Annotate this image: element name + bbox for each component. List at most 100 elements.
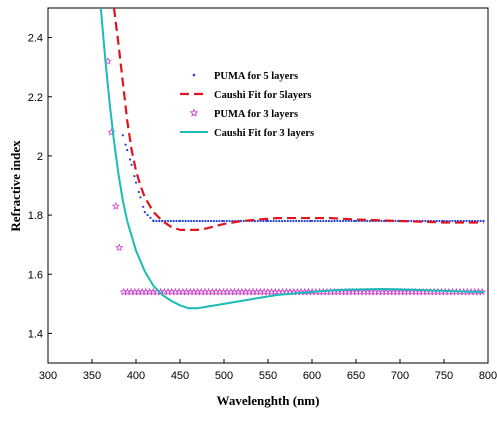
data-point — [368, 219, 372, 223]
data-point — [269, 219, 272, 223]
data-point — [275, 219, 278, 223]
data-point — [410, 219, 413, 223]
data-point — [126, 148, 129, 152]
data-point — [166, 219, 170, 223]
data-point — [309, 219, 312, 223]
data-point — [421, 219, 424, 223]
plot-frame — [47, 7, 489, 364]
data-point — [397, 219, 400, 223]
y-tick-label: 1.4 — [28, 328, 43, 340]
data-point — [181, 219, 184, 223]
data-point — [283, 219, 286, 223]
data-point — [292, 219, 295, 223]
data-point — [161, 219, 164, 223]
data-point — [137, 190, 140, 194]
legend-label: PUMA for 5 layers — [214, 71, 298, 82]
data-point — [128, 158, 132, 161]
data-point — [366, 219, 369, 223]
data-point — [330, 219, 333, 223]
data-point — [222, 219, 226, 223]
data-point — [435, 219, 438, 223]
legend-swatch — [189, 108, 199, 117]
y-tick-label: 2.2 — [28, 92, 43, 104]
x-tick-label: 550 — [259, 370, 277, 382]
data-point — [142, 205, 145, 208]
data-point — [316, 219, 319, 223]
x-tick-label: 700 — [391, 370, 409, 382]
y-tick-label: 2.4 — [28, 33, 43, 45]
data-point — [394, 219, 397, 223]
series-line — [99, 8, 484, 310]
data-point — [146, 213, 149, 217]
data-point — [212, 219, 215, 223]
series-1 — [112, 8, 484, 231]
y-tick-label: 1.8 — [28, 210, 43, 222]
data-point — [134, 181, 138, 184]
x-tick-label: 400 — [127, 370, 145, 382]
data-point — [152, 219, 155, 223]
data-point — [344, 219, 347, 223]
x-axis-ticks: 300 350 400 450 500 550 600 650 700 750 800 — [39, 359, 497, 382]
data-point — [324, 219, 328, 223]
data-point — [424, 219, 427, 223]
data-point — [280, 219, 284, 223]
x-tick-label: 600 — [303, 370, 321, 382]
data-point — [336, 219, 339, 223]
data-point — [322, 219, 325, 223]
legend: PUMA for 5 layers Caushi Fit for 5layers P… — [180, 71, 314, 139]
x-tick-label: 500 — [215, 370, 233, 382]
data-point — [158, 219, 161, 223]
data-point — [380, 219, 383, 223]
x-tick-label: 650 — [347, 370, 365, 382]
data-point — [354, 219, 358, 223]
y-tick-label: 1.6 — [28, 269, 43, 281]
data-point — [201, 219, 204, 223]
series-3 — [99, 8, 484, 310]
data-point — [272, 219, 275, 223]
legend-item: PUMA for 5 layers — [192, 71, 298, 82]
x-tick-label: 300 — [39, 370, 57, 382]
legend-item: Caushi Fit for 3 layers — [180, 128, 314, 139]
data-point — [184, 219, 187, 223]
legend-item: PUMA for 3 layers — [189, 108, 298, 120]
data-point — [319, 219, 322, 223]
data-point — [451, 219, 454, 223]
legend-swatch — [192, 73, 196, 77]
data-point — [303, 219, 306, 223]
data-point — [169, 219, 172, 223]
data-point — [121, 134, 124, 137]
data-point — [124, 143, 127, 146]
data-point — [187, 219, 190, 223]
legend-label: Caushi Fit for 3 layers — [214, 128, 314, 139]
legend-item: Caushi Fit for 5layers — [180, 90, 312, 101]
data-point — [383, 219, 386, 223]
data-point — [327, 219, 330, 223]
data-point — [195, 219, 198, 223]
series-layer — [99, 8, 487, 310]
x-tick-label: 450 — [171, 370, 189, 382]
y-tick-label: 2 — [37, 151, 43, 163]
data-point — [209, 219, 213, 223]
data-point — [192, 219, 196, 223]
data-point — [178, 219, 182, 223]
data-point — [438, 219, 441, 223]
data-point — [198, 219, 201, 223]
data-point — [242, 219, 245, 223]
data-point — [479, 219, 482, 223]
data-point — [207, 219, 210, 223]
data-point — [286, 219, 289, 223]
data-point — [204, 219, 207, 223]
data-point — [465, 219, 468, 223]
data-point — [265, 219, 268, 223]
legend-label: Caushi Fit for 5layers — [214, 90, 312, 101]
data-point — [175, 219, 178, 223]
data-point — [218, 219, 221, 223]
data-point — [143, 211, 146, 214]
data-point — [297, 219, 301, 223]
data-point — [172, 219, 175, 223]
y-axis-ticks: 1.4 1.6 1.8 2 2.2 2.4 — [28, 33, 52, 340]
x-tick-label: 750 — [435, 370, 453, 382]
data-point — [306, 219, 309, 223]
data-point — [190, 219, 193, 223]
data-point — [289, 219, 292, 223]
